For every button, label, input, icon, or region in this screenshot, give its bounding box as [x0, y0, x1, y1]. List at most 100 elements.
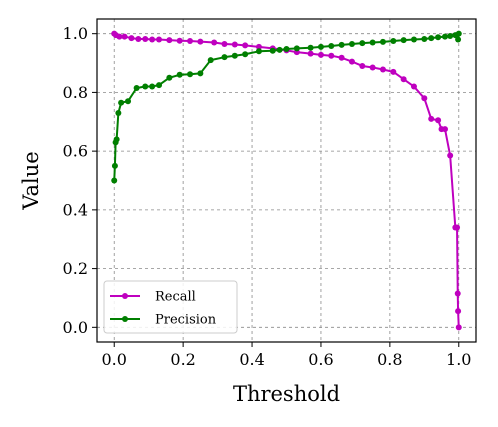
- recall-point: [455, 308, 462, 315]
- precision-point: [455, 30, 462, 37]
- recall-point: [211, 39, 218, 46]
- recall-point: [166, 37, 173, 44]
- precision-point: [111, 177, 118, 184]
- precision-point: [421, 35, 428, 42]
- recall-point: [390, 68, 397, 75]
- precision-point: [348, 40, 355, 47]
- precision-line: [113, 33, 460, 181]
- precision-point: [359, 40, 366, 47]
- precision-point: [113, 136, 120, 143]
- precision-point: [197, 70, 204, 77]
- recall-point: [348, 58, 355, 65]
- precision-point: [221, 54, 228, 61]
- x-tick-label: 0.0: [102, 350, 127, 369]
- recall-point: [128, 35, 135, 42]
- recall-point: [454, 224, 461, 231]
- y-tick-label: 0.6: [63, 142, 88, 161]
- precision-point: [125, 98, 132, 105]
- recall-point: [156, 36, 163, 43]
- precision-point: [307, 44, 314, 51]
- x-tick-label: 1.0: [446, 350, 471, 369]
- recall-point: [142, 35, 149, 42]
- y-tick-label: 0.2: [63, 259, 88, 278]
- precision-point: [435, 34, 442, 41]
- precision-point: [293, 45, 300, 52]
- x-tick-label: 0.2: [170, 350, 195, 369]
- ticks: 0.0 0.2 0.4 0.6 0.8 1.0 0.0 0.2 0.4 0.6 0.8 1.0: [63, 24, 472, 369]
- precision-point: [410, 36, 417, 43]
- plot-frame: [96, 18, 477, 343]
- recall-point: [455, 324, 462, 331]
- x-tick-label: 0.6: [308, 350, 333, 369]
- precision-point: [441, 33, 448, 40]
- legend: Recall Precision: [103, 280, 238, 334]
- recall-point: [359, 62, 366, 69]
- precision-point: [242, 51, 249, 58]
- precision-point: [118, 99, 125, 106]
- recall-point: [176, 37, 183, 44]
- y-tick-label: 0.8: [63, 83, 88, 102]
- recall-point: [379, 66, 386, 73]
- precision-point: [231, 52, 238, 59]
- recall-point: [454, 290, 461, 297]
- recall-point: [317, 51, 324, 58]
- recall-point: [307, 50, 314, 57]
- recall-point: [231, 41, 238, 48]
- x-tick-label: 0.8: [377, 350, 402, 369]
- y-tick-label: 0.0: [63, 318, 88, 337]
- precision-point: [447, 33, 454, 40]
- recall-point: [421, 95, 428, 102]
- precision-point: [369, 39, 376, 46]
- precision-point: [379, 38, 386, 45]
- precision-point: [149, 83, 156, 90]
- precision-point: [207, 57, 214, 64]
- legend-label-recall: Recall: [155, 290, 196, 305]
- y-tick-label: 0.4: [63, 200, 88, 219]
- y-tick-label: 1.0: [63, 24, 88, 43]
- recall-point: [410, 83, 417, 90]
- precision-point: [317, 43, 324, 50]
- recall-point: [242, 42, 249, 49]
- precision-point: [166, 74, 173, 81]
- recall-point: [441, 126, 448, 133]
- recall-point: [255, 43, 262, 50]
- recall-point: [197, 38, 204, 45]
- recall-point: [135, 35, 142, 42]
- precision-legend-marker: [122, 316, 128, 322]
- recall-point: [328, 52, 335, 59]
- legend-label-precision: Precision: [155, 313, 217, 328]
- recall-point: [369, 64, 376, 71]
- precision-point: [328, 43, 335, 50]
- precision-point: [428, 35, 435, 42]
- recall-point: [400, 76, 407, 83]
- precision-point: [276, 46, 283, 53]
- precision-point: [142, 83, 149, 90]
- x-axis-label: Threshold: [233, 382, 340, 406]
- recall-point: [338, 54, 345, 61]
- precision-point: [338, 41, 345, 48]
- precision-point: [390, 38, 397, 45]
- precision-point: [255, 48, 262, 55]
- x-tick-label: 0.4: [239, 350, 264, 369]
- precision-point: [115, 109, 122, 116]
- precision-point: [133, 85, 140, 91]
- recall-point: [187, 38, 194, 45]
- recall-point: [221, 40, 228, 47]
- recall-point: [447, 152, 454, 159]
- precision-point: [111, 162, 118, 169]
- recall-point: [435, 117, 442, 124]
- recall-point: [116, 33, 123, 40]
- precision-point: [176, 71, 183, 78]
- series-precision: [111, 30, 462, 184]
- series-layer: [111, 30, 462, 331]
- precision-point: [269, 47, 276, 54]
- recall-legend-marker: [122, 293, 128, 299]
- recall-point: [149, 36, 156, 43]
- precision-point: [283, 45, 290, 52]
- y-axis-label: Value: [19, 151, 43, 210]
- series-recall: [111, 30, 462, 331]
- precision-point: [156, 82, 163, 89]
- precision-point: [455, 36, 462, 43]
- precision-point: [187, 71, 194, 78]
